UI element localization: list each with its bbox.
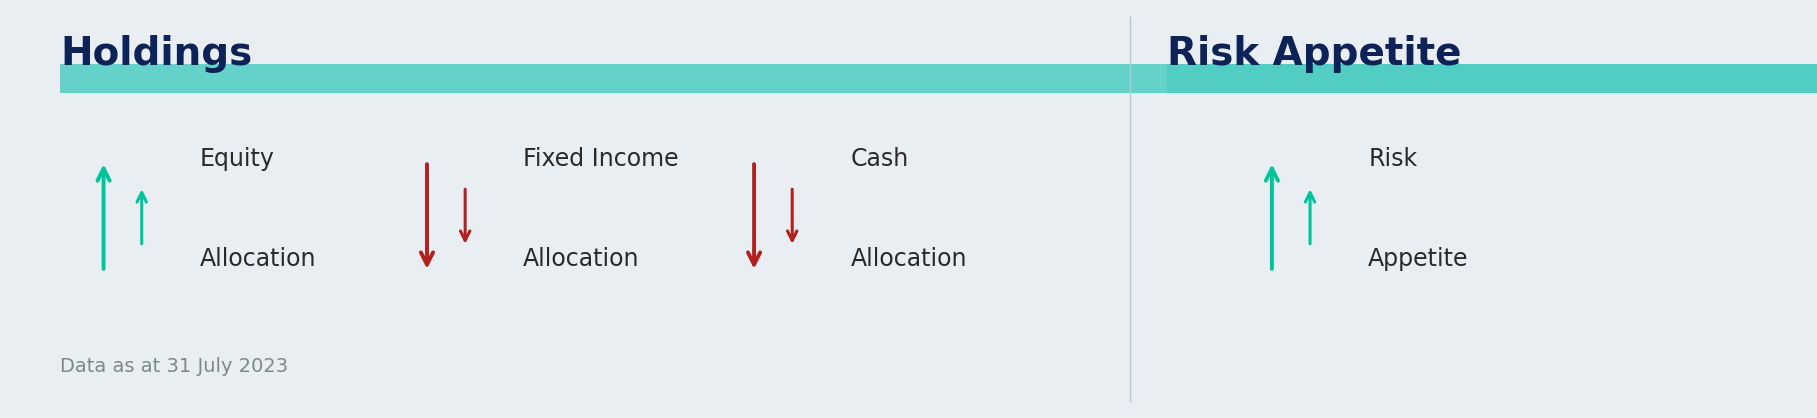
Text: Cash: Cash [850,147,908,171]
FancyBboxPatch shape [60,64,1817,93]
Text: Allocation: Allocation [523,247,640,271]
Text: Appetite: Appetite [1368,247,1468,271]
Text: Fixed Income: Fixed Income [523,147,680,171]
Text: Allocation: Allocation [200,247,316,271]
Text: Risk: Risk [1368,147,1417,171]
Text: Equity: Equity [200,147,274,171]
Text: Holdings: Holdings [60,35,253,73]
Text: Data as at 31 July 2023: Data as at 31 July 2023 [60,357,289,376]
Text: Risk Appetite: Risk Appetite [1167,35,1461,73]
FancyBboxPatch shape [1167,64,1817,93]
Text: Allocation: Allocation [850,247,967,271]
